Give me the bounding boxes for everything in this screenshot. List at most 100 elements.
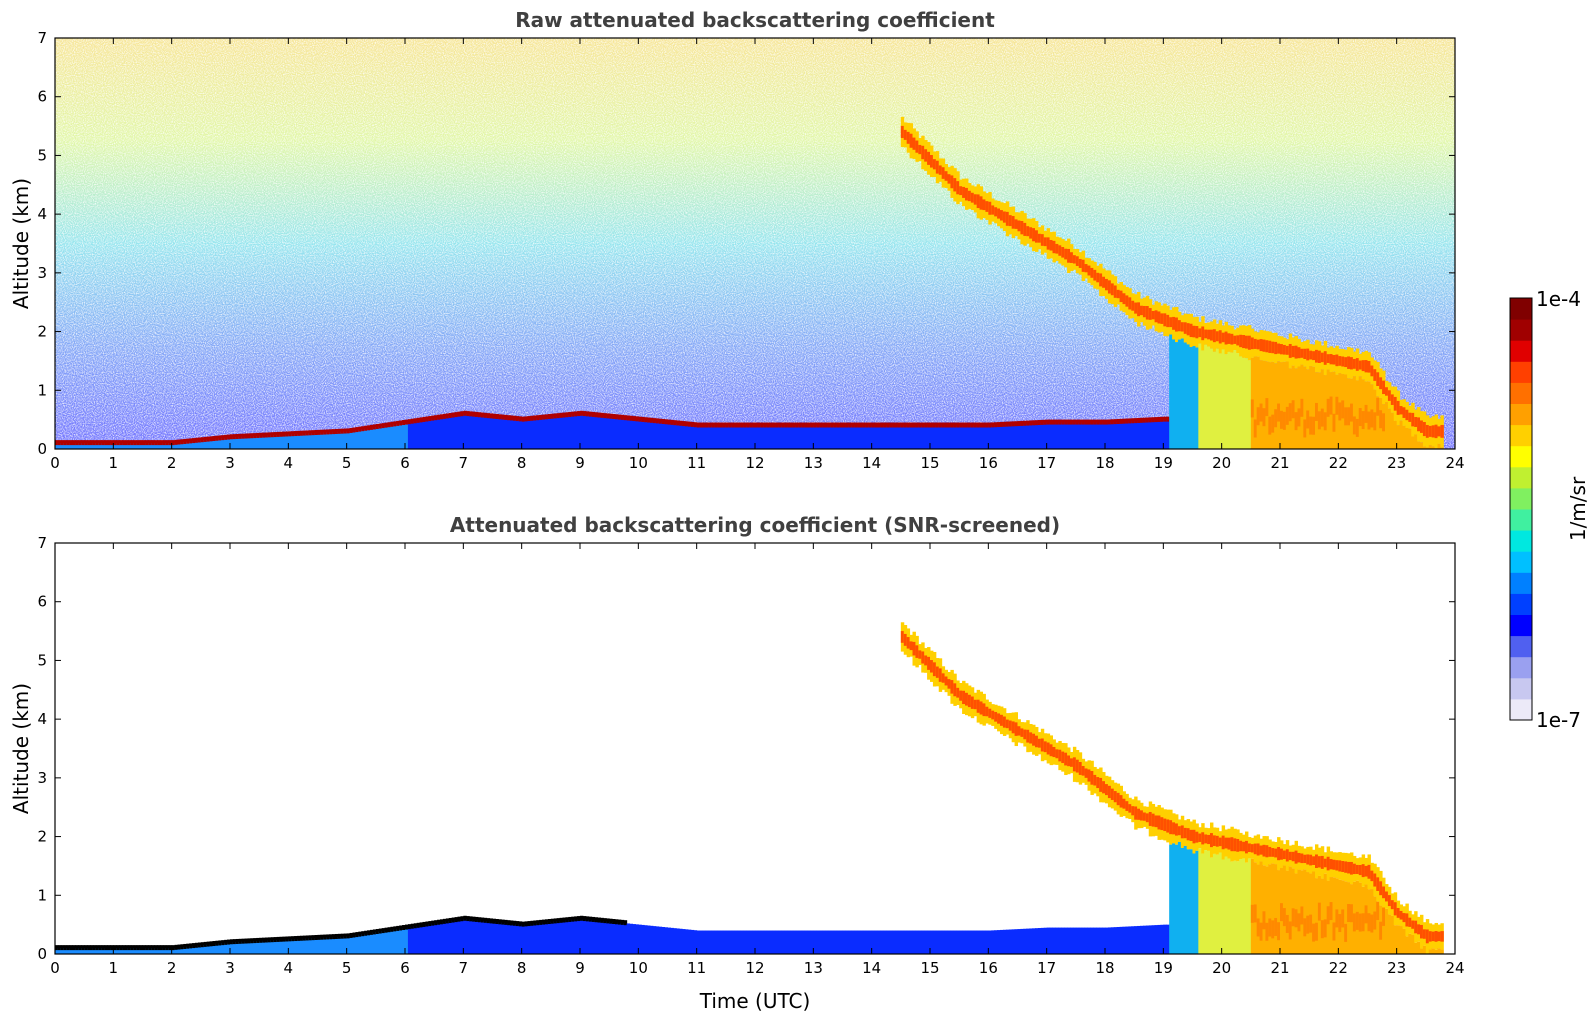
boundary-layer-cell <box>177 947 181 954</box>
aerosol-top-cell <box>477 917 482 923</box>
aerosol-top-cell <box>699 422 703 428</box>
cloud-core-cell <box>1262 339 1266 352</box>
colorbar-cell <box>1510 445 1532 468</box>
boundary-layer-cell <box>1020 928 1024 954</box>
precipitation-core-cell <box>1382 907 1386 926</box>
aerosol-top-cell <box>107 440 111 446</box>
boundary-layer-cell <box>1032 423 1036 449</box>
cloud-core-cell <box>947 174 951 184</box>
cloud-core-cell <box>1253 843 1258 855</box>
cloud-core-cell <box>973 194 978 205</box>
boundary-layer-cell <box>1131 421 1135 449</box>
aerosol-top-cell <box>997 422 1001 428</box>
precipitation-cell <box>1189 347 1193 449</box>
precipitation-core-cell <box>1317 902 1322 921</box>
aerosol-top-cell <box>626 415 631 421</box>
cloud-core-cell <box>1425 929 1430 944</box>
aerosol-top-cell <box>617 414 622 420</box>
cloud-core-cell <box>1355 358 1360 371</box>
boundary-layer-cell <box>107 948 111 954</box>
boundary-layer-cell <box>632 419 636 449</box>
cloud-core-cell <box>1064 752 1068 766</box>
aerosol-top-cell <box>498 919 502 925</box>
precipitation-cell <box>1332 877 1336 954</box>
aerosol-top-cell <box>568 411 572 417</box>
boundary-layer-cell <box>285 939 289 954</box>
boundary-layer-cell <box>466 414 470 449</box>
cloud-core-cell <box>1096 272 1100 283</box>
aerosol-top-cell <box>612 414 616 420</box>
cloud-core-cell <box>1099 273 1103 287</box>
aerosol-top-cell <box>340 428 345 434</box>
aerosol-top-cell <box>437 919 441 925</box>
aerosol-top-cell <box>230 939 234 945</box>
cloud-core-cell <box>1434 424 1438 439</box>
boundary-layer-cell <box>661 926 666 954</box>
precipitation-cell <box>1428 445 1433 449</box>
cloud-core-cell <box>1195 326 1199 339</box>
boundary-layer-cell <box>101 948 106 954</box>
aerosol-top-cell <box>973 422 978 428</box>
boundary-layer-cell <box>722 425 727 449</box>
aerosol-top-cell <box>810 422 814 428</box>
boundary-layer-cell <box>953 930 957 954</box>
boundary-layer-cell <box>743 930 747 954</box>
aerosol-top-cell <box>486 918 491 924</box>
aerosol-top-cell <box>370 424 374 430</box>
boundary-layer-cell <box>705 930 709 954</box>
boundary-layer-cell <box>711 930 715 954</box>
cloud-core-cell <box>938 165 943 175</box>
precipitation-core-cell <box>1344 407 1348 426</box>
boundary-layer-cell <box>1070 927 1074 954</box>
aerosol-top-cell <box>253 433 257 439</box>
boundary-layer-cell <box>708 425 712 449</box>
boundary-layer-cell <box>1072 927 1077 954</box>
precipitation-cell <box>1393 925 1398 954</box>
cloud-core-cell <box>1049 239 1053 251</box>
precipitation-cell <box>1177 339 1182 449</box>
boundary-layer-cell <box>454 415 458 449</box>
cloud-core-cell <box>1312 351 1316 361</box>
aerosol-top-cell <box>110 440 114 446</box>
aerosol-top-cell <box>367 930 371 936</box>
precipitation-core-cell <box>1373 911 1377 930</box>
precipitation-cell <box>1215 854 1220 954</box>
boundary-layer-cell <box>466 919 470 954</box>
aerosol-top-cell <box>711 422 715 428</box>
x-tick-label: 16 <box>979 454 998 472</box>
cloud-core-cell <box>1125 801 1129 811</box>
boundary-layer-cell <box>790 930 794 954</box>
aerosol-top-cell <box>370 929 374 935</box>
aerosol-top-cell <box>224 939 228 945</box>
aerosol-top-cell <box>177 439 181 445</box>
aerosol-top-cell <box>209 436 213 442</box>
aerosol-top-cell <box>440 919 444 925</box>
boundary-layer-cell <box>416 925 421 954</box>
precipitation-core-cell <box>1373 412 1377 431</box>
boundary-layer-cell <box>967 930 972 954</box>
boundary-layer-cell <box>200 440 205 449</box>
cloud-core-cell <box>1414 417 1418 427</box>
precipitation-cell <box>1405 427 1409 449</box>
x-tick-label: 22 <box>1329 959 1348 977</box>
boundary-layer-cell <box>259 940 263 954</box>
precipitation-core-cell <box>1256 918 1261 937</box>
precipitation-core-cell <box>1326 398 1331 417</box>
cloud-core-cell <box>915 645 919 658</box>
boundary-layer-cell <box>658 926 663 954</box>
aerosol-top-cell <box>279 936 283 942</box>
boundary-layer-cell <box>1145 420 1150 449</box>
aerosol-top-cell <box>600 412 604 418</box>
aerosol-top-cell <box>221 940 225 946</box>
x-tick-label: 2 <box>167 959 177 977</box>
cloud-core-cell <box>1428 425 1433 437</box>
x-tick-label: 12 <box>745 454 764 472</box>
boundary-layer-cell <box>90 948 94 954</box>
y-tick-label: 6 <box>37 88 47 106</box>
aerosol-top-cell <box>305 935 310 941</box>
cloud-core-cell <box>1172 822 1176 835</box>
boundary-layer-cell <box>1075 422 1080 449</box>
precipitation-cell <box>1207 850 1211 954</box>
boundary-layer-cell <box>985 930 989 954</box>
precipitation-cell <box>1428 949 1433 954</box>
